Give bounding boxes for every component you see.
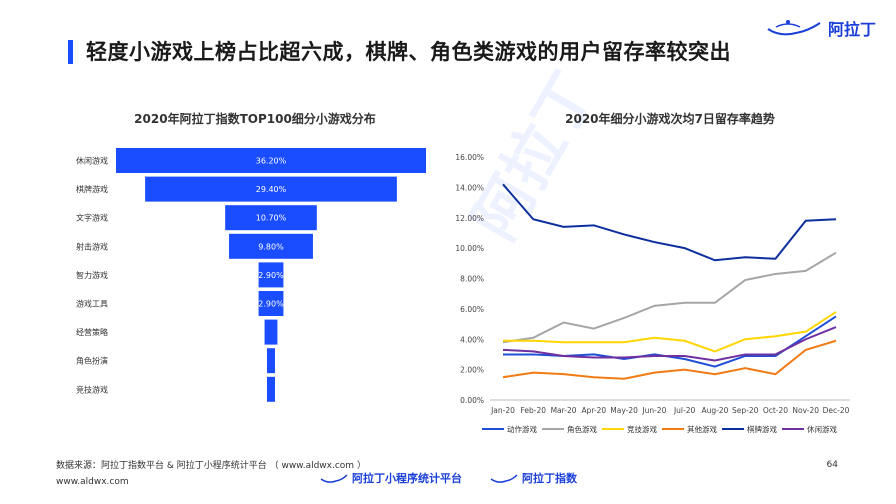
bar-休闲游戏	[116, 148, 426, 173]
y-tick-label: 10.00%	[455, 244, 484, 253]
category-label: 竞技游戏	[76, 384, 108, 394]
line-chart-title: 2020年细分小游戏次均7日留存率趋势	[565, 112, 775, 126]
legend-label: 动作游戏	[507, 424, 537, 434]
title-accent-bar	[68, 40, 73, 64]
bar-射击游戏	[229, 233, 313, 259]
x-tick-label: Jul-20	[673, 406, 696, 415]
footer-logo-index: 阿拉丁指数	[490, 470, 577, 486]
x-tick-label: Nov-20	[792, 406, 819, 415]
x-tick-label: Aug-20	[701, 406, 728, 415]
legend-item: 动作游戏	[482, 424, 537, 434]
lamp-icon	[490, 474, 518, 483]
bar-value-label: 2.90%	[258, 300, 284, 309]
x-tick-label: Dec-20	[823, 406, 850, 415]
category-label: 棋牌游戏	[76, 184, 108, 194]
footer-logos: 阿拉丁小程序统计平台 阿拉丁指数	[320, 470, 577, 486]
legend-label: 棋牌游戏	[747, 424, 777, 434]
bar-角色扮演	[267, 348, 275, 374]
data-source: 数据来源：阿拉丁指数平台 & 阿拉丁小程序统计平台 （ www.aldwx.co…	[56, 461, 366, 471]
footer-logo-stats-text: 阿拉丁小程序统计平台	[352, 472, 462, 485]
x-tick-label: Feb-20	[521, 406, 547, 415]
category-label: 文字游戏	[76, 213, 108, 223]
x-tick-label: Sep-20	[732, 406, 759, 415]
category-label: 射击游戏	[76, 241, 108, 251]
x-tick-label: Mar-20	[551, 406, 577, 415]
y-tick-label: 0.00%	[460, 396, 484, 405]
lamp-icon	[320, 474, 348, 483]
series-line-角色游戏	[502, 251, 837, 344]
bar-value-label: 9.80%	[258, 242, 284, 251]
brand-logo: 阿拉丁	[766, 16, 876, 40]
bar-竞技游戏	[267, 376, 275, 402]
category-label: 经营策略	[76, 327, 108, 337]
category-label: 智力游戏	[76, 270, 108, 280]
legend-label: 角色游戏	[567, 424, 597, 434]
page-number: 64	[826, 460, 838, 470]
page-title: 轻度小游戏上榜占比超六成，棋牌、角色类游戏的用户留存率较突出	[86, 40, 731, 64]
footer-logo-stats: 阿拉丁小程序统计平台	[320, 470, 462, 486]
x-tick-label: May-20	[610, 406, 638, 415]
x-tick-label: Apr-20	[581, 406, 606, 415]
legend-item: 竞技游戏	[602, 424, 657, 434]
bar-游戏工具	[258, 291, 284, 316]
bar-chart-title: 2020年阿拉丁指数TOP100细分小游戏分布	[134, 112, 376, 126]
bar-value-label: 29.40%	[256, 185, 287, 194]
y-tick-label: 4.00%	[460, 335, 484, 344]
legend-label: 竞技游戏	[627, 424, 657, 434]
watermark: 阿拉丁	[459, 60, 611, 252]
footer-logo-index-text: 阿拉丁指数	[522, 472, 577, 485]
legend-label: 其他游戏	[687, 424, 717, 434]
lamp-icon	[767, 20, 821, 36]
bar-经营策略	[264, 319, 278, 345]
y-tick-label: 2.00%	[460, 366, 484, 375]
x-tick-label: Jun-20	[641, 406, 666, 415]
legend-item: 其他游戏	[662, 424, 717, 434]
site-url: www.aldwx.com	[56, 477, 129, 487]
series-line-其他游戏	[502, 339, 837, 380]
category-label: 角色扮演	[76, 356, 108, 366]
y-tick-label: 6.00%	[460, 305, 484, 314]
bar-智力游戏	[258, 262, 284, 288]
logo-text: 阿拉丁	[827, 20, 876, 39]
legend-item: 角色游戏	[542, 424, 597, 434]
series-line-休闲游戏	[502, 326, 837, 362]
bar-棋牌游戏	[145, 176, 397, 202]
legend-item: 休闲游戏	[782, 424, 837, 434]
legend-label: 休闲游戏	[807, 424, 837, 434]
legend-item: 棋牌游戏	[722, 424, 777, 434]
bar-value-label: 2.90%	[258, 271, 284, 280]
y-tick-label: 8.00%	[460, 275, 484, 284]
bar-value-label: 10.70%	[256, 214, 287, 223]
series-line-动作游戏	[503, 315, 837, 368]
series-line-竞技游戏	[503, 311, 837, 353]
bar-文字游戏	[225, 205, 317, 231]
category-label: 游戏工具	[76, 299, 108, 309]
x-tick-label: Jan-20	[490, 406, 515, 415]
x-tick-label: Oct-20	[763, 406, 788, 415]
category-label: 休闲游戏	[76, 156, 108, 166]
bar-value-label: 36.20%	[256, 157, 287, 166]
